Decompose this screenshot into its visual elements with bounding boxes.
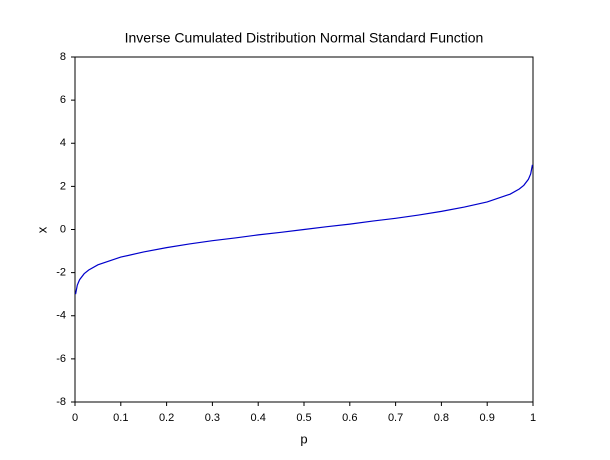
y-tick-label: -6 [56,353,66,365]
x-tick-label: 0.3 [205,412,220,424]
x-tick-label: 0.5 [296,412,311,424]
x-tick-label: 0.7 [388,412,403,424]
x-tick-label: 0.8 [434,412,449,424]
y-tick-label: 0 [60,223,66,235]
x-tick-label: 0.9 [480,412,495,424]
chart-title: Inverse Cumulated Distribution Normal St… [125,30,484,46]
y-tick-label: -8 [56,396,66,408]
x-tick-label: 0 [72,412,78,424]
y-tick-label: -4 [56,310,66,322]
y-tick-label: 6 [60,94,66,106]
data-line [75,164,533,295]
x-tick-label: 0.6 [342,412,357,424]
x-tick-label: 1 [530,412,536,424]
y-tick-label: 8 [60,51,66,63]
x-tick-label: 0.2 [159,412,174,424]
y-tick-label: 2 [60,180,66,192]
y-axis-label: x [34,226,49,233]
x-tick-label: 0.1 [113,412,128,424]
y-tick-label: 4 [60,137,66,149]
y-tick-label: -2 [56,267,66,279]
x-tick-label: 0.4 [251,412,266,424]
x-axis-label: p [300,431,307,446]
